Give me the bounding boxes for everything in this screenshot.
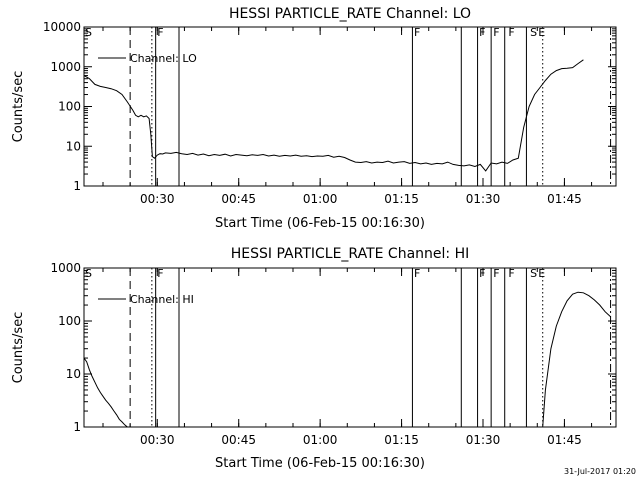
flag-label: S: [85, 267, 92, 280]
chart-title: HESSI PARTICLE_RATE Channel: HI: [231, 246, 469, 262]
series-line: [84, 59, 584, 172]
x-tick-label: 00:30: [140, 433, 175, 447]
chart-title: HESSI PARTICLE_RATE Channel: LO: [229, 6, 471, 22]
x-tick-label: 00:45: [221, 192, 256, 206]
plot-frame: [83, 26, 617, 187]
flag-label: F: [508, 26, 514, 39]
x-tick-label: 01:15: [384, 192, 419, 206]
legend-label: Channel: LO: [130, 52, 197, 65]
x-tick-label: 01:00: [303, 433, 338, 447]
x-axis-label: Start Time (06-Feb-15 00:16:30): [215, 216, 425, 231]
x-tick-label: 01:45: [547, 192, 582, 206]
plot-frame: [83, 267, 617, 428]
series-line: [542, 291, 611, 427]
y-tick-label: 10: [66, 139, 81, 153]
x-tick-label: 00:45: [221, 433, 256, 447]
flag-label: S: [530, 267, 537, 280]
flag-label: F: [157, 267, 163, 280]
chart-panel-1: HESSI PARTICLE_RATE Channel: LO 1 10 100 100…: [11, 6, 617, 231]
x-tick-label: 01:15: [384, 433, 419, 447]
legend-label: Channel: HI: [130, 293, 194, 306]
x-tick-label: 01:30: [466, 433, 501, 447]
flag-label: S: [530, 26, 537, 39]
x-tick-label: 01:00: [303, 192, 338, 206]
flag-label: F: [493, 26, 499, 39]
x-tick-label: 01:30: [466, 192, 501, 206]
y-tick-label: 10000: [43, 20, 81, 34]
x-tick-label: 00:30: [140, 192, 175, 206]
y-tick-label: 1000: [50, 60, 81, 74]
y-tick-label: 100: [58, 314, 81, 328]
plot-area: [84, 268, 612, 427]
flag-label: F: [414, 26, 420, 39]
flag-label: E: [538, 267, 545, 280]
y-axis-label: Counts/sec: [11, 312, 26, 384]
flag-label: F: [508, 267, 514, 280]
x-tick-label: 01:45: [547, 433, 582, 447]
flag-label: E: [538, 26, 545, 39]
series-line: [84, 357, 128, 427]
flag-label: F: [479, 26, 485, 39]
flag-label: F: [157, 26, 163, 39]
y-tick-label: 100: [58, 100, 81, 114]
flag-label: F: [479, 267, 485, 280]
flag-label: S: [85, 26, 92, 39]
footer-timestamp: 31-Jul-2017 01:20: [564, 467, 636, 476]
flag-label: F: [493, 267, 499, 280]
x-axis-label: Start Time (06-Feb-15 00:16:30): [215, 456, 425, 471]
y-tick-label: 1: [73, 420, 81, 434]
plot-area: [84, 27, 612, 186]
y-axis-label: Counts/sec: [11, 71, 26, 143]
chart-panel-2: HESSI PARTICLE_RATE Channel: HI 1 10 100 100…: [11, 246, 617, 471]
flag-label: F: [414, 267, 420, 280]
y-tick-label: 1: [73, 179, 81, 193]
y-tick-label: 10: [66, 367, 81, 381]
y-tick-label: 1000: [50, 261, 81, 275]
